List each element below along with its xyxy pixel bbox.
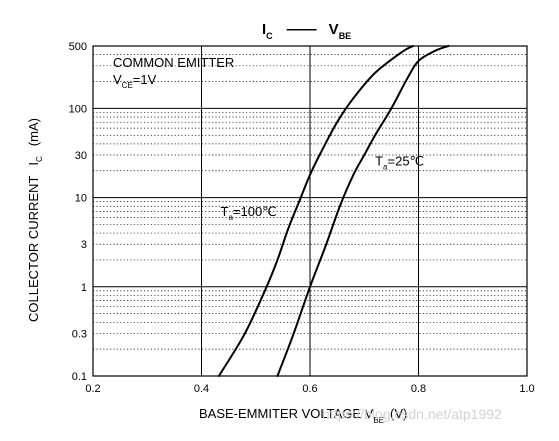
- watermark-text: https://blog.csdn.net/atp1992: [322, 406, 502, 422]
- x-tick-label: 0.6: [302, 383, 317, 395]
- y-axis-label: COLLECTOR CURRENTIC(mA): [26, 118, 44, 322]
- y-tick-label: 1: [81, 282, 87, 294]
- mode-label-line1: COMMON EMITTER: [113, 55, 234, 70]
- y-tick-label: 500: [69, 41, 87, 53]
- series-layer: [217, 45, 450, 377]
- x-axis-label: BASE-EMMITER VOLTAGE VBE (V): [199, 406, 407, 425]
- minor-grid: [93, 54, 527, 350]
- x-tick-label: 0.2: [85, 383, 100, 395]
- y-tick-label: 100: [69, 103, 87, 115]
- series-line-ta-25c: [276, 45, 450, 377]
- x-tick-label: 1.0: [519, 383, 534, 395]
- y-tick-label: 0.3: [72, 328, 87, 340]
- y-tick-label: 3: [81, 239, 87, 251]
- curve-label-ta-25c: Ta=25℃: [375, 153, 424, 171]
- mode-label-line2: VCE=1V: [113, 72, 157, 90]
- x-tick-label: 0.8: [411, 383, 426, 395]
- chart-title: IC —— VBE: [262, 21, 351, 41]
- plot-frame: [92, 45, 528, 377]
- curve-labels: Ta=100℃ Ta=25℃: [220, 153, 424, 222]
- x-tick-labels: 0.2 0.4 0.6 0.8 1.0: [85, 383, 534, 395]
- y-tick-label: 0.1: [72, 371, 87, 383]
- y-tick-labels: 0.1 0.3 1 3 10 30 100 500: [69, 41, 87, 383]
- series-line-ta-100c: [217, 45, 415, 377]
- x-tick-label: 0.4: [194, 383, 209, 395]
- y-tick-label: 30: [75, 150, 87, 162]
- curve-label-ta-100c: Ta=100℃: [220, 204, 276, 222]
- y-tick-label: 10: [75, 193, 87, 205]
